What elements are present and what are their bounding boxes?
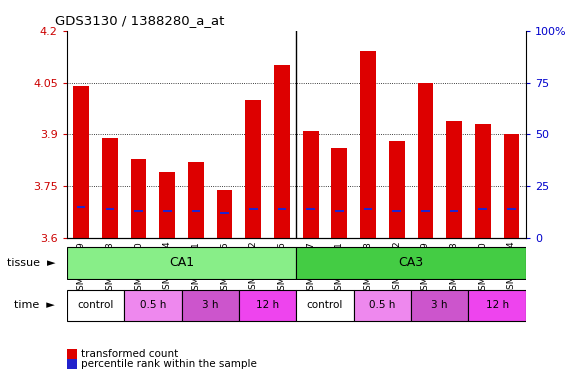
Bar	[217, 190, 232, 238]
Bar	[392, 210, 401, 212]
Bar	[73, 86, 89, 238]
Bar	[77, 206, 85, 208]
Bar	[389, 141, 404, 238]
Text: transformed count: transformed count	[81, 349, 178, 359]
Bar	[507, 208, 516, 210]
Bar	[303, 131, 318, 238]
Bar	[504, 134, 519, 238]
Text: CA3: CA3	[399, 256, 424, 269]
Bar	[335, 210, 344, 212]
Bar	[468, 290, 526, 321]
Text: control: control	[77, 300, 114, 310]
Text: percentile rank within the sample: percentile rank within the sample	[81, 359, 257, 369]
Bar	[411, 290, 468, 321]
Bar	[475, 124, 491, 238]
Text: time  ►: time ►	[15, 300, 55, 310]
Bar	[67, 248, 296, 279]
Bar	[446, 121, 462, 238]
Bar	[331, 148, 347, 238]
Bar	[124, 290, 182, 321]
Text: 0.5 h: 0.5 h	[369, 300, 396, 310]
Bar	[134, 210, 143, 212]
Bar	[450, 210, 458, 212]
Text: 12 h: 12 h	[256, 300, 279, 310]
Text: GDS3130 / 1388280_a_at: GDS3130 / 1388280_a_at	[55, 14, 225, 27]
Bar	[421, 210, 430, 212]
Bar	[418, 83, 433, 238]
Bar	[220, 212, 229, 214]
Text: 3 h: 3 h	[202, 300, 218, 310]
Bar	[478, 208, 487, 210]
Bar	[354, 290, 411, 321]
Bar	[296, 248, 526, 279]
Text: CA1: CA1	[169, 256, 194, 269]
Bar	[274, 65, 290, 238]
Bar	[278, 208, 286, 210]
Bar	[249, 208, 257, 210]
Bar	[360, 51, 376, 238]
Bar	[106, 208, 114, 210]
Bar	[131, 159, 146, 238]
Text: 3 h: 3 h	[432, 300, 448, 310]
Bar	[181, 290, 239, 321]
Bar	[364, 208, 372, 210]
Bar	[163, 210, 171, 212]
Bar	[306, 208, 315, 210]
Bar	[245, 100, 261, 238]
Text: 12 h: 12 h	[486, 300, 509, 310]
Bar	[296, 290, 354, 321]
Text: 0.5 h: 0.5 h	[139, 300, 166, 310]
Bar	[159, 172, 175, 238]
Bar	[239, 290, 296, 321]
Bar	[67, 290, 124, 321]
Text: control: control	[307, 300, 343, 310]
Bar	[192, 210, 200, 212]
Bar	[102, 138, 118, 238]
Text: tissue  ►: tissue ►	[7, 258, 55, 268]
Bar	[188, 162, 204, 238]
